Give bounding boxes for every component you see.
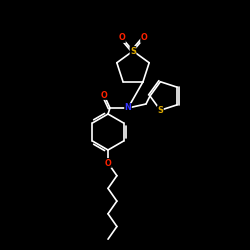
Text: N: N — [124, 104, 132, 112]
Text: O: O — [100, 90, 107, 100]
Text: S: S — [158, 106, 163, 115]
Text: O: O — [119, 34, 126, 42]
Text: S: S — [130, 46, 136, 56]
Text: O: O — [104, 158, 112, 168]
Text: O: O — [140, 34, 147, 42]
